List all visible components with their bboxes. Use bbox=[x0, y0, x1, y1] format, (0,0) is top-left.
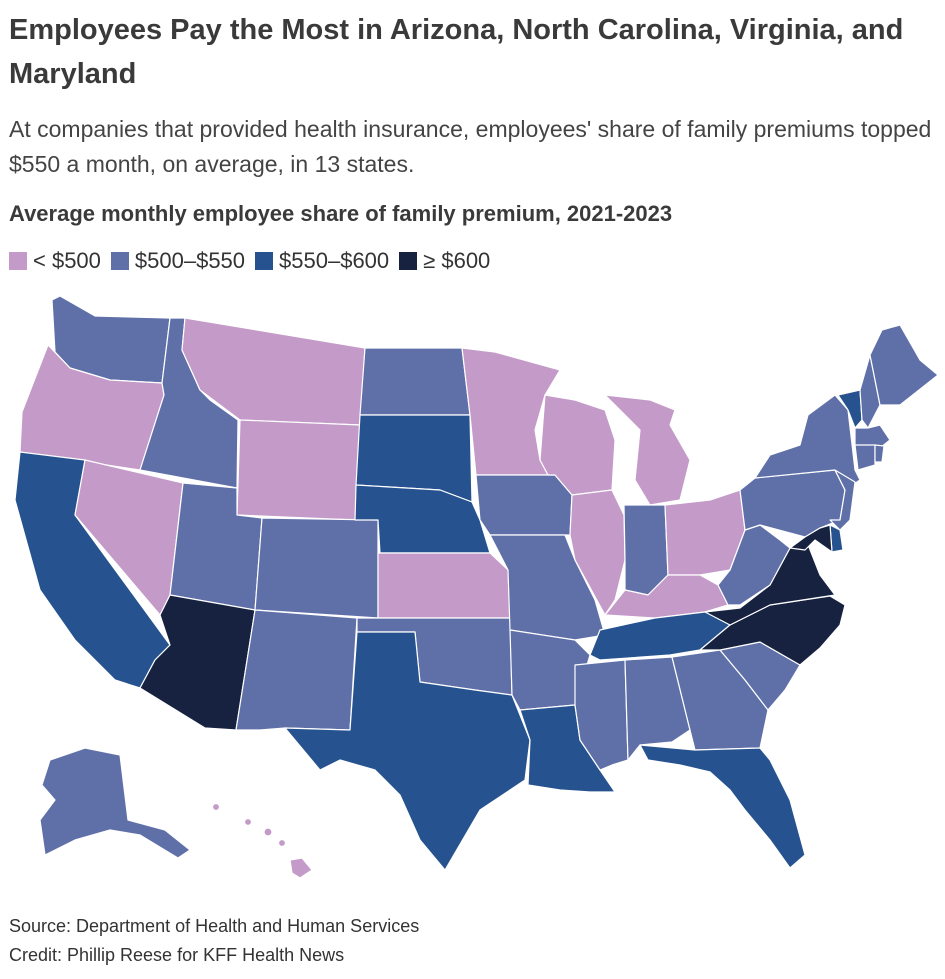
us-choropleth-map bbox=[14, 295, 939, 879]
state-fl[interactable] bbox=[639, 744, 806, 869]
chart-subtitle: At companies that provided health insura… bbox=[9, 116, 932, 177]
legend-item-600-plus: ≥ $600 bbox=[399, 248, 490, 274]
state-tx[interactable] bbox=[284, 631, 531, 871]
state-mn[interactable] bbox=[461, 347, 561, 476]
legend: < $500 $500–$550 $550–$600 ≥ $600 bbox=[9, 248, 500, 274]
state-ak[interactable] bbox=[39, 747, 191, 859]
state-me[interactable] bbox=[869, 324, 939, 406]
state-va[interactable] bbox=[704, 536, 836, 626]
legend-swatch-600-plus bbox=[399, 252, 418, 270]
state-ri[interactable] bbox=[874, 444, 885, 463]
legend-title: Average monthly employee share of family… bbox=[9, 201, 673, 226]
state-md[interactable] bbox=[789, 524, 833, 553]
state-il[interactable] bbox=[569, 489, 626, 616]
state-ct[interactable] bbox=[854, 444, 876, 471]
state-hi-island-4 bbox=[277, 838, 287, 848]
legend-swatch-under-500 bbox=[9, 252, 27, 270]
source-text: Source: Department of Health and Human S… bbox=[9, 916, 420, 936]
legend-item-550-600: $550–$600 bbox=[255, 248, 389, 274]
credit-text: Credit: Phillip Reese for KFF Health New… bbox=[9, 945, 345, 965]
legend-label-under-500: < $500 bbox=[33, 248, 101, 273]
state-wv[interactable] bbox=[717, 524, 791, 606]
state-az[interactable] bbox=[139, 594, 256, 731]
state-nd[interactable] bbox=[359, 347, 471, 416]
legend-label-600-plus: ≥ $600 bbox=[423, 248, 491, 273]
state-vt[interactable] bbox=[837, 389, 863, 429]
state-ia[interactable] bbox=[475, 474, 573, 536]
state-hi-island-1 bbox=[211, 802, 221, 812]
state-nh[interactable] bbox=[859, 354, 881, 429]
legend-label-550-600: $550–$600 bbox=[279, 248, 390, 273]
state-co[interactable] bbox=[254, 517, 379, 619]
state-nj[interactable] bbox=[829, 469, 856, 531]
legend-item-under-500: < $500 bbox=[9, 248, 101, 274]
source-credit-block: Source: Department of Health and Human S… bbox=[9, 912, 419, 970]
state-wy[interactable] bbox=[236, 419, 361, 521]
legend-swatch-550-600 bbox=[255, 252, 274, 270]
state-nm[interactable] bbox=[235, 609, 358, 731]
state-hi[interactable] bbox=[289, 857, 313, 879]
state-mi[interactable] bbox=[604, 394, 691, 506]
legend-label-500-550: $500–$550 bbox=[134, 248, 246, 273]
state-ks[interactable] bbox=[377, 552, 511, 619]
chart-title: Employees Pay the Most in Arizona, North… bbox=[9, 14, 904, 90]
state-hi-island-2 bbox=[243, 817, 253, 827]
legend-swatch-500-550 bbox=[110, 252, 129, 270]
state-hi-island-3 bbox=[263, 827, 273, 837]
legend-item-500-550: $500–$550 bbox=[110, 248, 246, 274]
